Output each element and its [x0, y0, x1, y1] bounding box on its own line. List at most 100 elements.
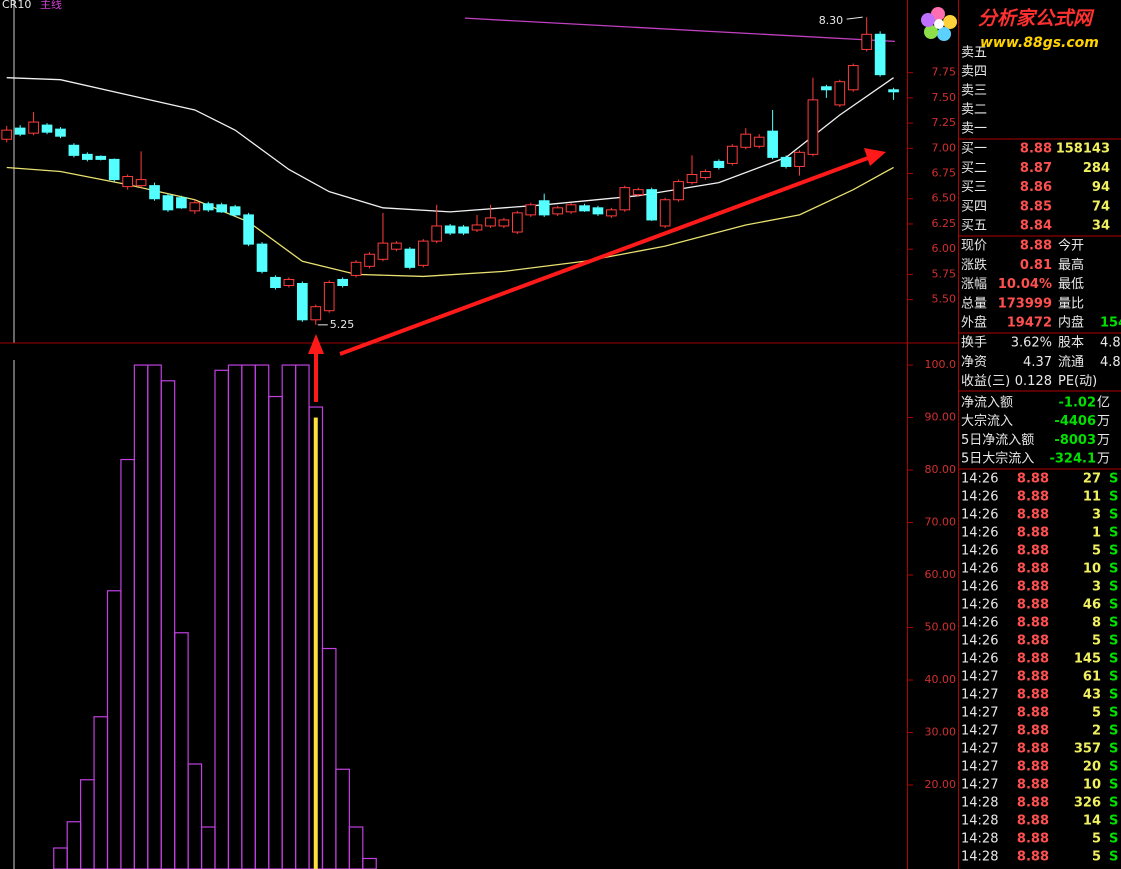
y-tick-label: 7.75 — [932, 66, 957, 79]
stat-value: 8.88 — [1020, 239, 1052, 254]
candle-body — [700, 171, 711, 179]
signal-bar — [313, 417, 318, 869]
sell-label: 卖二 — [961, 103, 987, 118]
candle-body — [444, 225, 456, 234]
y-tick-label: 7.50 — [932, 91, 957, 104]
stat-label: 收益(三) — [961, 374, 1010, 389]
trade-volume: 326 — [1074, 796, 1101, 811]
trade-time: 14:27 — [961, 778, 998, 793]
high-label: 8.30 — [819, 14, 844, 27]
low-label: 5.25 — [330, 318, 355, 331]
y-tick-label: 70.00 — [925, 516, 957, 529]
candle-body — [337, 278, 348, 286]
candle-body — [55, 128, 66, 137]
trade-volume: 3 — [1092, 580, 1101, 595]
buy-volume: 158143 — [1056, 142, 1110, 157]
stat-label: 现价 — [961, 239, 987, 254]
trade-price: 8.88 — [1017, 814, 1049, 829]
trade-time: 14:26 — [961, 634, 998, 649]
stat-value: 0.81 — [1020, 258, 1052, 273]
trade-volume: 3 — [1092, 508, 1101, 523]
trade-side: S — [1109, 778, 1118, 793]
candle-body — [458, 226, 469, 234]
trade-time: 14:26 — [961, 652, 998, 667]
flow-unit: 万 — [1097, 433, 1110, 448]
trade-side: S — [1109, 832, 1118, 847]
trade-volume: 5 — [1092, 832, 1101, 847]
flow-label: 大宗流入 — [961, 413, 1013, 429]
trade-side: S — [1109, 688, 1118, 703]
trade-time: 14:26 — [961, 544, 998, 559]
trade-price: 8.88 — [1017, 544, 1049, 559]
trend-arrow — [339, 156, 869, 356]
candle-body — [619, 187, 631, 211]
trade-price: 8.88 — [1017, 652, 1049, 667]
candle-body — [794, 151, 805, 167]
trade-price: 8.88 — [1017, 490, 1049, 505]
trade-side: S — [1109, 814, 1118, 829]
candle-body — [283, 278, 295, 286]
trade-volume: 1 — [1092, 526, 1101, 541]
flow-unit: 万 — [1097, 414, 1110, 429]
logo-petal — [924, 25, 938, 39]
y-tick-label: 6.50 — [932, 192, 957, 205]
stat-value: 173999 — [998, 296, 1052, 311]
y-tick-label: 6.00 — [932, 242, 957, 255]
candle-body — [135, 179, 147, 187]
flow-value: -324.1 — [1049, 452, 1096, 467]
candle-body — [888, 89, 899, 93]
y-tick-label: 5.50 — [932, 293, 957, 306]
candle-body — [606, 209, 617, 217]
stat-label: 净资 — [961, 355, 987, 370]
stat-label: PE(动) — [1058, 374, 1097, 389]
trade-time: 14:27 — [961, 670, 998, 685]
candle-body — [713, 160, 725, 168]
trade-price: 8.88 — [1017, 760, 1049, 775]
flow-value: -8003 — [1054, 433, 1096, 448]
candle-body — [780, 156, 792, 167]
arrow-head — [864, 148, 886, 166]
y-tick-label: 40.00 — [925, 673, 957, 686]
candle-body — [847, 65, 859, 91]
candle-body — [538, 200, 550, 216]
stat-label: 总量 — [961, 296, 987, 311]
buy-price: 8.86 — [1020, 180, 1052, 195]
candle-body — [189, 202, 201, 212]
stat-value: 0.128 — [1015, 374, 1052, 389]
logo-petal — [921, 13, 935, 27]
trade-price: 8.88 — [1017, 778, 1049, 793]
trade-volume: 10 — [1083, 562, 1101, 577]
trade-volume: 43 — [1083, 688, 1101, 703]
stat-label: 股本 — [1058, 336, 1084, 351]
buy-label: 买二 — [961, 161, 987, 176]
candle-body — [68, 144, 80, 156]
trade-volume: 46 — [1083, 598, 1101, 613]
candle-body — [552, 207, 563, 215]
logo-url: www.88gs.com — [980, 35, 1099, 51]
stat-value: 4.8 — [1100, 336, 1121, 351]
candle-body — [310, 306, 322, 321]
candle-body — [14, 127, 26, 135]
trade-time: 14:27 — [961, 706, 998, 721]
flow-unit: 亿 — [1097, 396, 1110, 411]
trade-volume: 8 — [1092, 616, 1101, 631]
trade-time: 14:26 — [961, 580, 998, 595]
y-tick-label: 7.00 — [932, 141, 957, 154]
trade-side: S — [1109, 544, 1118, 559]
chart-layer: 5.50 5.75 6.00 6.25 6.50 6.75 7.00 7.25 7.50 7.75… — [1, 14, 1121, 869]
stat-label: 最低 — [1058, 277, 1084, 292]
candle-body — [498, 219, 510, 227]
trade-volume: 14 — [1083, 814, 1101, 829]
buy-price: 8.88 — [1020, 142, 1052, 157]
flow-label: 净流入额 — [961, 396, 1013, 411]
trade-side: S — [1109, 706, 1118, 721]
stat-label: 内盘 — [1058, 315, 1084, 331]
candle-body — [364, 253, 375, 267]
trade-side: S — [1109, 850, 1118, 865]
indicator-label: CR10 — [2, 0, 31, 11]
candle-body — [323, 281, 335, 312]
y-tick-label: 20.00 — [925, 778, 957, 791]
stat-value: 19472 — [1007, 316, 1052, 331]
